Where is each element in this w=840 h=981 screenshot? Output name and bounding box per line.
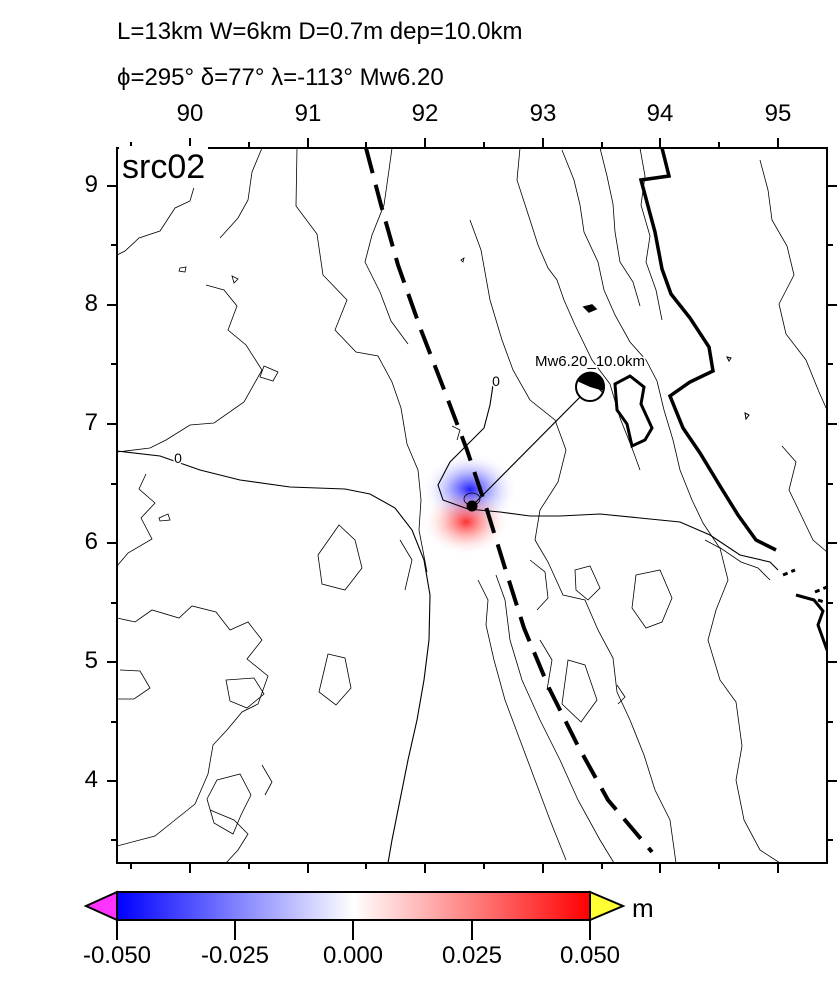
event-label: Mw6.20_10.0km xyxy=(535,353,645,370)
colorbar-over-triangle xyxy=(589,890,626,922)
colorbar-tick-label: -0.025 xyxy=(200,942,270,969)
tick-marks xyxy=(107,138,837,873)
map-frame xyxy=(116,147,828,864)
lon-tick-label: 94 xyxy=(646,100,674,127)
lat-tick-label: 9 xyxy=(84,171,98,198)
colorbar-tick-label: 0.050 xyxy=(559,942,621,969)
lon-tick-label: 92 xyxy=(411,100,439,127)
trench-line xyxy=(364,148,654,854)
lat-tick-label: 6 xyxy=(84,528,98,555)
zero-contour xyxy=(437,384,779,571)
lon-tick-label: 93 xyxy=(529,100,557,127)
lat-tick-label: 5 xyxy=(84,647,98,674)
title-mechanism-parameters: ϕ=295° δ=77° λ=-113° Mw6.20 xyxy=(117,64,444,91)
lat-tick-label: 7 xyxy=(84,409,98,436)
colorbar-tick-label: -0.050 xyxy=(82,942,152,969)
contour-label: 0 xyxy=(492,373,500,389)
colorbar-gradient xyxy=(116,891,591,921)
title-fault-parameters: L=13km W=6km D=0.7m dep=10.0km xyxy=(117,18,523,45)
epicenter-marker xyxy=(466,500,478,512)
panel-label: src02 xyxy=(119,146,209,188)
contour-label: 0 xyxy=(174,450,182,466)
island-outline xyxy=(582,304,598,313)
lon-tick-label: 95 xyxy=(764,100,792,127)
colorbar-unit-label: m xyxy=(632,893,654,923)
colorbar xyxy=(83,890,626,940)
coastline xyxy=(782,568,827,605)
colorbar-tick-label: 0.000 xyxy=(322,942,384,969)
bathymetry-contours xyxy=(117,148,827,863)
lon-tick-label: 91 xyxy=(294,100,322,127)
uplift-lobe xyxy=(422,488,510,556)
lon-tick-label: 90 xyxy=(176,100,204,127)
colorbar-under-triangle xyxy=(83,890,118,922)
island-outline xyxy=(744,412,750,421)
beachball-icon xyxy=(575,371,605,402)
coastline xyxy=(638,148,777,552)
lat-tick-label: 8 xyxy=(84,290,98,317)
coastline xyxy=(795,593,827,651)
event-connector xyxy=(471,386,591,507)
island-outline xyxy=(613,374,654,449)
colorbar-tick-label: 0.025 xyxy=(441,942,503,969)
island-outline xyxy=(726,356,732,362)
lat-tick-label: 4 xyxy=(84,766,98,793)
zero-contour xyxy=(117,450,431,863)
